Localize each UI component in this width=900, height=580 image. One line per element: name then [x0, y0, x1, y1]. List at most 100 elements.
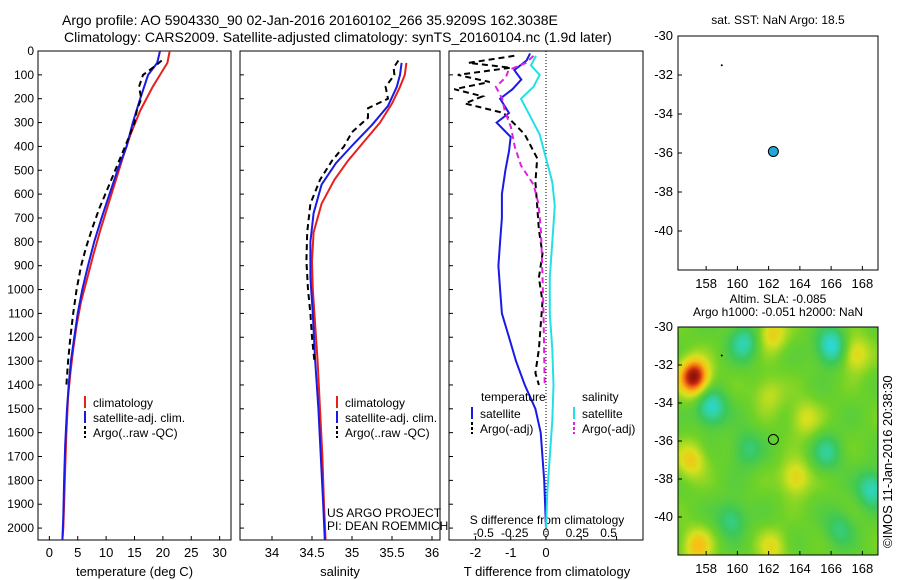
legend-label: satellite-adj. clim.: [93, 411, 185, 425]
x-tick-label: 34.5: [299, 545, 324, 560]
y-tick-label: 1200: [7, 330, 34, 344]
plot-frame: [448, 50, 644, 541]
y-tick-label: 900: [14, 259, 34, 273]
series-line: [495, 52, 547, 529]
x-tick-label: 10: [99, 545, 113, 560]
y-tick-label: -40: [654, 223, 673, 238]
legend-label: satellite: [480, 407, 521, 421]
y-tick-label: 500: [14, 163, 34, 177]
pi-annotation: PI: DEAN ROEMMICH: [327, 519, 448, 533]
y-tick-label: 1800: [7, 473, 34, 487]
y-tick-label: 700: [14, 211, 34, 225]
y-tick-label: 1400: [7, 378, 34, 392]
x-tick-label: 36: [425, 545, 439, 560]
sst-map-panel: 158 160 162 164 166 168 -30 -32 -34 -36 -38 -40 sat.…: [654, 13, 879, 291]
y-tick-label: -32: [654, 357, 673, 372]
series-line: [309, 62, 403, 541]
x-tick-label: 25: [184, 545, 198, 560]
y-tick-label: 1300: [7, 354, 34, 368]
series-line: [61, 50, 171, 541]
x-tick-label: 5: [74, 545, 81, 560]
x-tick-label: 164: [789, 276, 811, 291]
header-line-2: Climatology: CARS2009. Satellite-adjuste…: [64, 29, 612, 45]
series-line: [65, 59, 163, 386]
y-tick-label: -36: [654, 145, 673, 160]
series-line: [494, 55, 546, 386]
x-axis-label: T difference from climatology: [464, 564, 631, 579]
legend-label: Argo(-adj): [582, 422, 635, 436]
x-axis-label: salinity: [320, 564, 360, 579]
x-tick-label: 166: [820, 561, 842, 576]
legend-label: Argo(..raw -QC): [93, 426, 178, 440]
legend-label: satellite: [582, 407, 623, 421]
map-subtitle: Argo h1000: -0.051 h2000: NaN: [693, 305, 863, 319]
temperature-panel: 0100200300400500600700800900100011001200…: [7, 44, 232, 579]
y-tick-label: -38: [654, 184, 673, 199]
x-axis-label: temperature (deg C): [76, 564, 193, 579]
profile-marker: [767, 433, 779, 445]
s-tick-label: -0.25: [501, 526, 529, 540]
x-tick-label: 162: [758, 276, 780, 291]
y-tick-label: 200: [14, 92, 34, 106]
y-tick-label: 1900: [7, 497, 34, 511]
series-line: [61, 50, 161, 541]
x-tick-label: 160: [727, 561, 749, 576]
y-tick-label: -30: [654, 28, 673, 43]
legend-label: satellite-adj. clim.: [345, 411, 437, 425]
series-line: [310, 62, 408, 541]
x-tick-label: 158: [695, 276, 717, 291]
header-line-1: Argo profile: AO 5904330_90 02-Jan-2016 …: [62, 12, 558, 28]
x-tick-label: -1: [505, 545, 517, 560]
series-line: [305, 59, 400, 362]
y-tick-label: 1500: [7, 402, 34, 416]
y-tick-label: -40: [654, 509, 673, 524]
legend-label: Argo(..raw -QC): [345, 426, 430, 440]
y-tick-label: 400: [14, 139, 34, 153]
dot-marker: [720, 354, 723, 357]
y-tick-label: 600: [14, 187, 34, 201]
y-tick-label: 800: [14, 235, 34, 249]
x-tick-label: 166: [820, 276, 842, 291]
y-tick-label: 300: [14, 116, 34, 130]
s-tick-label: -0.5: [473, 526, 494, 540]
x-tick-label: 0: [542, 545, 549, 560]
salinity-panel: 34 34.5 35 35.5 36 salinity climatologysatelli…: [239, 50, 448, 579]
x-tick-label: 30: [212, 545, 226, 560]
y-tick-label: -34: [654, 395, 673, 410]
x-tick-label: 35: [345, 545, 359, 560]
project-annotation: US ARGO PROJECT: [327, 506, 442, 520]
y-tick-label: 1000: [7, 283, 34, 297]
map-title: sat. SST: NaN Argo: 18.5: [711, 13, 845, 27]
x-tick-label: 160: [727, 276, 749, 291]
y-tick-label: -38: [654, 471, 673, 486]
dot-marker: [720, 64, 723, 67]
x-tick-label: 34: [265, 545, 279, 560]
y-tick-label: 0: [27, 44, 34, 58]
difference-panel: -2 -1 0-0.5 -0.25 0 0.25 0.5S difference from …: [448, 50, 644, 579]
x-tick-label: 20: [156, 545, 170, 560]
x-tick-label: 15: [127, 545, 141, 560]
series-line: [454, 54, 544, 386]
s-tick-label: 0.5: [600, 526, 617, 540]
legend-heading: temperature: [481, 390, 546, 404]
legend-label: climatology: [345, 396, 405, 410]
y-tick-label: 1700: [7, 450, 34, 464]
x-tick-label: -2: [470, 545, 482, 560]
s-tick-label: 0: [543, 526, 550, 540]
legend-heading: salinity: [582, 390, 619, 404]
x-tick-label: 162: [758, 561, 780, 576]
legend-label: climatology: [93, 396, 153, 410]
x-tick-label: 158: [695, 561, 717, 576]
s-tick-label: 0.25: [566, 526, 590, 540]
profile-marker: [767, 145, 779, 157]
x-tick-label: 168: [852, 276, 874, 291]
y-tick-label: -32: [654, 67, 673, 82]
y-tick-label: 2000: [7, 521, 34, 535]
x-tick-label: 0: [46, 545, 53, 560]
x-tick-label: 35.5: [379, 545, 404, 560]
imos-watermark: ©IMOS 11-Jan-2016 20:38:30: [880, 375, 895, 548]
map-title: Altim. SLA: -0.085: [730, 292, 827, 306]
series-line: [519, 55, 556, 529]
y-tick-label: -36: [654, 433, 673, 448]
